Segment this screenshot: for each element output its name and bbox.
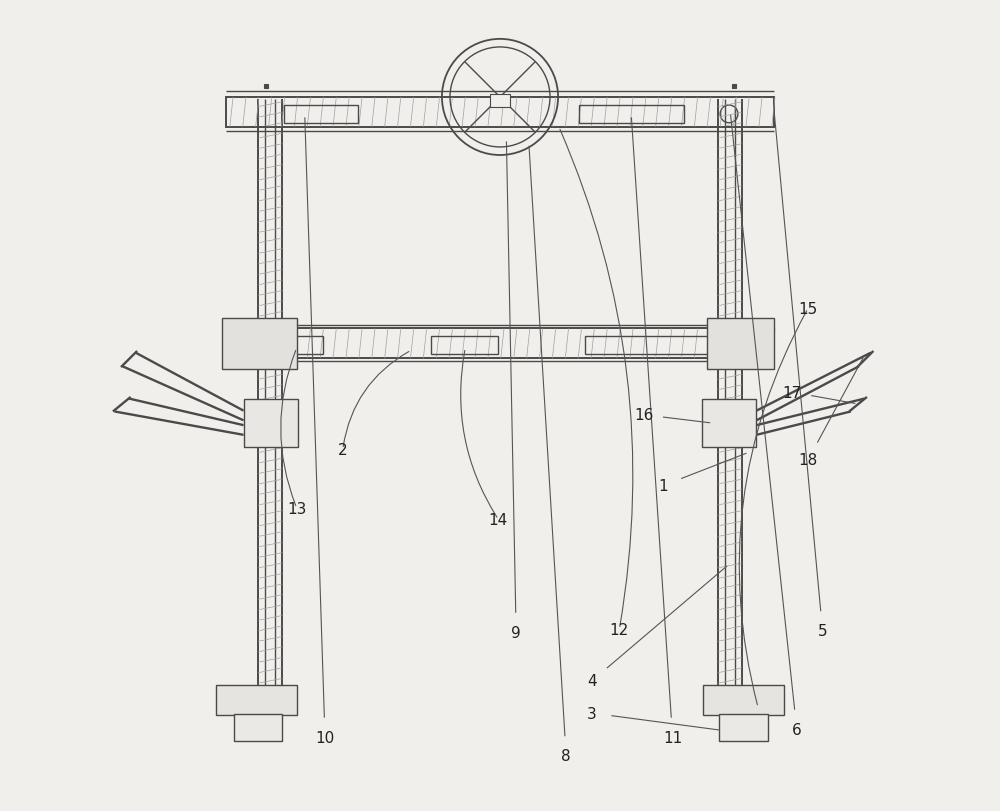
Bar bbox=[226, 329, 774, 358]
Bar bbox=[222, 319, 297, 369]
Text: 10: 10 bbox=[315, 730, 335, 744]
Bar bbox=[719, 714, 768, 741]
Bar bbox=[234, 714, 282, 741]
Text: 16: 16 bbox=[634, 408, 653, 423]
Text: 2: 2 bbox=[338, 442, 348, 457]
Text: 4: 4 bbox=[587, 673, 597, 689]
Bar bbox=[707, 319, 774, 369]
Text: 18: 18 bbox=[798, 453, 818, 468]
Text: 12: 12 bbox=[610, 622, 629, 637]
Text: 3: 3 bbox=[587, 706, 597, 721]
Text: 6: 6 bbox=[792, 722, 802, 736]
Bar bbox=[585, 337, 710, 354]
Text: 15: 15 bbox=[798, 302, 818, 316]
Bar bbox=[702, 399, 756, 448]
Text: 11: 11 bbox=[663, 730, 682, 744]
Bar bbox=[284, 106, 358, 123]
Text: 14: 14 bbox=[489, 513, 508, 527]
Text: 17: 17 bbox=[782, 385, 802, 400]
Bar bbox=[256, 337, 323, 354]
Bar bbox=[703, 685, 784, 715]
Text: 1: 1 bbox=[658, 478, 668, 494]
Text: 8: 8 bbox=[561, 749, 571, 763]
Bar bbox=[431, 337, 498, 354]
Bar bbox=[244, 399, 298, 448]
Text: 13: 13 bbox=[287, 501, 306, 516]
Bar bbox=[579, 106, 684, 123]
Bar bbox=[216, 685, 297, 715]
Text: 5: 5 bbox=[818, 624, 827, 638]
Text: 9: 9 bbox=[511, 625, 521, 640]
Bar bbox=[226, 98, 774, 127]
Bar bbox=[490, 95, 510, 109]
